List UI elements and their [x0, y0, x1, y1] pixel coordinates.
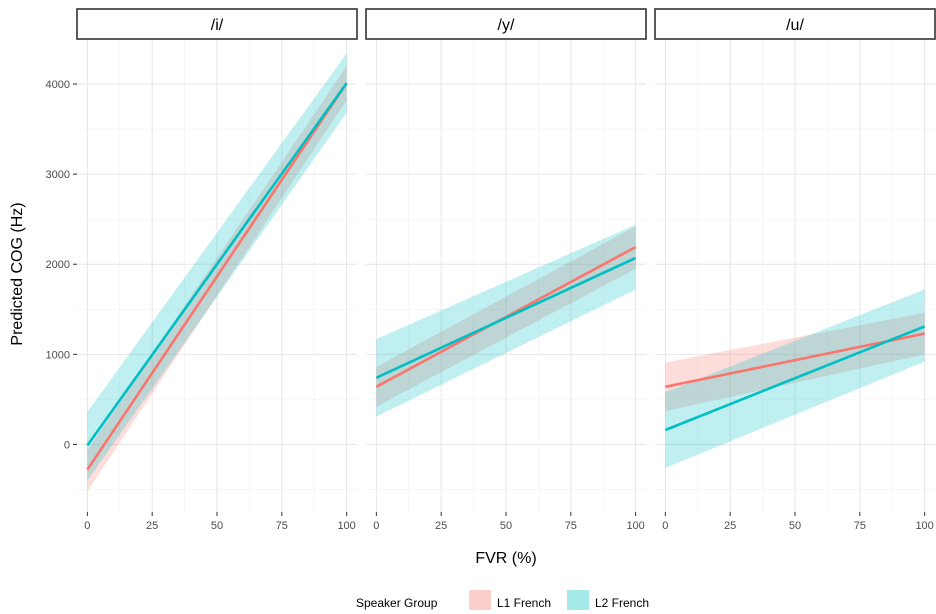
- panel-u: /u/0 25 50 75 100: [654, 8, 936, 532]
- y-tick-label: 1000: [46, 349, 70, 361]
- y-tick-label: 3000: [46, 169, 70, 181]
- facet-strip-u: [654, 8, 936, 40]
- ci-band-l2-french-y: [376, 224, 636, 417]
- facet-strip-y: [365, 8, 647, 40]
- x-tick-label: 100: [337, 520, 355, 532]
- x-tick-label: 25: [435, 520, 447, 532]
- legend: Speaker Group L1 French L2 French: [356, 590, 649, 610]
- x-tick-label: 25: [724, 520, 736, 532]
- fit-line-l2-french-i: [86, 82, 348, 447]
- y-axis: 0 1000 2000 3000 4000: [46, 79, 77, 451]
- panels-layer: /i/0 25 50 75 100/y/0 25 50 75 100/u/0 25 50 75 1000…: [46, 8, 936, 532]
- x-tick-label: 100: [915, 520, 933, 532]
- panel-y: /y/0 25 50 75 100: [365, 8, 647, 532]
- x-tick-label: 50: [789, 520, 801, 532]
- x-tick-label: 50: [500, 520, 512, 532]
- x-axis-u: 0 25 50 75 100: [662, 512, 934, 532]
- x-tick-label: 75: [854, 520, 866, 532]
- major-grid-y: [366, 39, 646, 512]
- legend-key-l1-french: [469, 590, 491, 610]
- legend-label-l2-french: L2 French: [595, 596, 649, 610]
- x-tick-label: 0: [373, 520, 379, 532]
- x-tick-label: 50: [211, 520, 223, 532]
- x-tick-label: 25: [146, 520, 158, 532]
- panel-i: /i/0 25 50 75 100: [76, 8, 358, 532]
- major-grid-u: [655, 39, 935, 512]
- x-tick-label: 75: [276, 520, 288, 532]
- legend-key-l2-french: [567, 590, 589, 610]
- facet-label-u: /u/: [786, 17, 804, 34]
- y-tick-label: 2000: [46, 259, 70, 271]
- legend-label-l1-french: L1 French: [497, 596, 551, 610]
- y-tick-label: 4000: [46, 79, 70, 91]
- x-tick-label: 0: [662, 520, 668, 532]
- fit-line-l2-french-y: [375, 256, 637, 379]
- fit-line-l1-french-i: [86, 82, 348, 471]
- y-axis-title: Predicted COG (Hz): [9, 202, 26, 345]
- x-tick-label: 0: [84, 520, 90, 532]
- x-tick-label: 75: [565, 520, 577, 532]
- facet-label-i: /i/: [211, 17, 224, 34]
- ci-band-l1-french-u: [665, 312, 925, 412]
- facet-label-y: /y/: [498, 17, 515, 34]
- x-axis-title: FVR (%): [475, 550, 536, 567]
- x-tick-label: 100: [626, 520, 644, 532]
- fit-line-l2-french-u: [664, 325, 926, 432]
- x-axis-y: 0 25 50 75 100: [373, 512, 645, 532]
- y-tick-label: 0: [64, 439, 70, 451]
- x-axis-i: 0 25 50 75 100: [84, 512, 356, 532]
- legend-title: Speaker Group: [356, 596, 438, 610]
- facet-strip-i: [76, 8, 358, 40]
